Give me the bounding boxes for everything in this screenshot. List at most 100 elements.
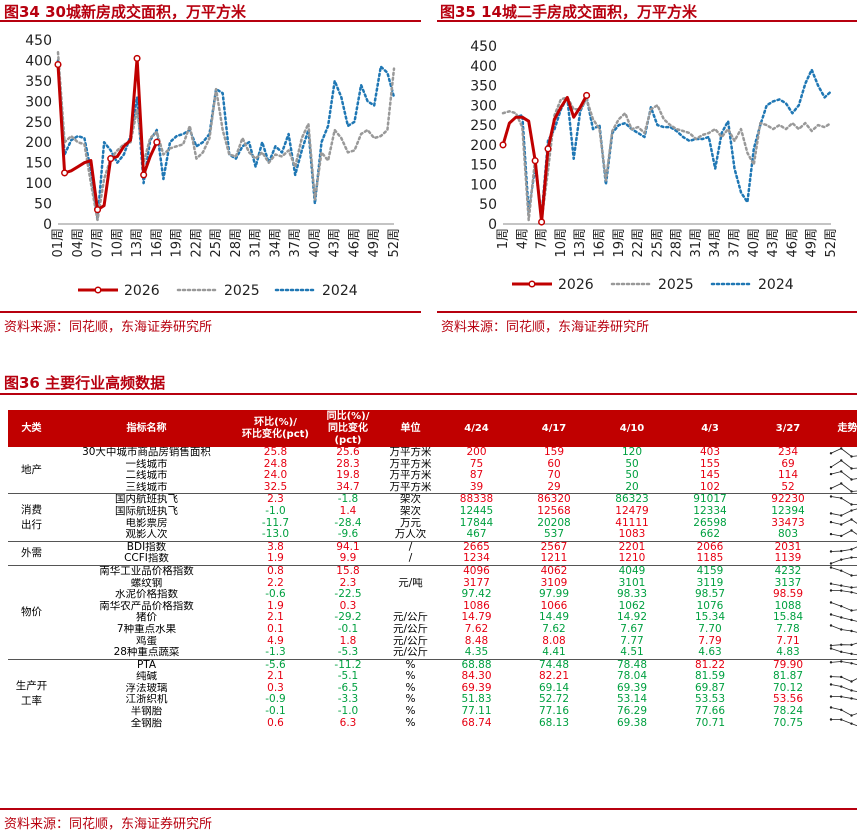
y-tick-label: 450 xyxy=(25,33,52,49)
x-tick-label: 52周 xyxy=(824,228,839,258)
category-cell: 外需 xyxy=(8,540,55,566)
week-value: 7.62 xyxy=(464,623,489,635)
week-value: 4062 xyxy=(515,564,593,578)
x-tick-label: 37周 xyxy=(728,228,743,258)
table-header-cell: 同比(%)/同比变化 (pct) xyxy=(313,410,383,447)
sparkline-point xyxy=(850,679,853,683)
week-value: 53.14 xyxy=(616,694,648,706)
week-value: 79.90 xyxy=(749,658,827,672)
mom-change: -1.0 xyxy=(265,505,286,517)
sparkline-path xyxy=(830,556,857,564)
series-line-2024 xyxy=(501,68,833,218)
week-value: 12394 xyxy=(771,505,805,517)
y-tick-label: 200 xyxy=(470,138,497,154)
table-row: CCFI指数 1.9 9.9 / 1234 1211 1210 1185 1139 xyxy=(8,553,857,565)
sparkline xyxy=(829,546,857,553)
yoy-change: -0.1 xyxy=(337,623,359,635)
x-tick-label: 01周 xyxy=(51,228,66,258)
yoy-change: -11.2 xyxy=(313,658,383,672)
trend-cell xyxy=(827,493,857,506)
week-value: 7.79 xyxy=(698,635,722,647)
indicator-name: 二线城市 xyxy=(125,470,168,482)
mom-change: 24.8 xyxy=(263,458,288,470)
mom-change: -13.0 xyxy=(261,529,290,541)
x-tick-label: 37周 xyxy=(288,228,303,258)
table-row: 国际航班执飞 -1.0 1.4 架次 12445 12568 12479 12334 12394 xyxy=(8,506,857,518)
legend-label-2026: 2026 xyxy=(124,283,160,299)
yoy-change: 94.1 xyxy=(313,540,383,554)
sparkline-point xyxy=(829,520,833,524)
week-value: 82.21 xyxy=(538,671,570,683)
fig35-title-rule xyxy=(437,20,857,22)
yoy-change: 15.8 xyxy=(313,564,383,578)
mom-change: 4.9 xyxy=(267,635,284,647)
yoy-change: 28.3 xyxy=(336,458,360,470)
week-value: 92230 xyxy=(749,493,827,506)
x-tick-label: 52周 xyxy=(387,228,402,258)
week-value: 51.83 xyxy=(461,694,492,706)
trend-cell xyxy=(827,636,857,648)
x-tick-label: 43周 xyxy=(766,228,781,258)
sparkline-path xyxy=(830,459,857,469)
week-value: 69.39 xyxy=(461,682,492,694)
x-tick-label: 10周 xyxy=(554,228,569,258)
week-value: 75 xyxy=(469,458,484,470)
sparkline-point xyxy=(829,533,833,536)
week-value: 2031 xyxy=(749,540,827,554)
unit-cell xyxy=(383,589,438,601)
sparkline xyxy=(829,624,857,633)
week-value: 52.72 xyxy=(538,694,570,706)
indicator-name: 电影票房 xyxy=(125,517,168,529)
sparkline-path xyxy=(830,684,857,693)
sparkline xyxy=(829,470,857,482)
week-value: 3137 xyxy=(774,577,802,589)
week-value: 537 xyxy=(543,529,565,541)
mom-change: -0.9 xyxy=(265,694,286,706)
mom-change: 32.5 xyxy=(263,481,288,493)
unit-cell: 架次 xyxy=(383,493,438,506)
x-tick-label: 46周 xyxy=(347,228,362,258)
sparkline-point xyxy=(850,455,853,458)
indicator-name: 水泥价格指数 xyxy=(115,589,178,601)
table-header-cell: 4/10 xyxy=(593,410,671,447)
mom-change: -5.6 xyxy=(238,658,313,672)
indicator-name: 国内航班执飞 xyxy=(55,493,238,506)
table-row: 地产 30大中城市商品房销售面积 25.8 25.6 万平方米 200 159 120 403 2… xyxy=(8,447,857,476)
sparkline-path xyxy=(830,483,857,492)
week-value: 4.35 xyxy=(464,647,489,659)
week-value: 7.71 xyxy=(776,635,800,647)
week-value: 200 xyxy=(466,447,487,458)
table-row: 28种重点蔬菜 -1.3 -5.3 元/公斤 4.35 4.41 4.51 4.63 4.83 xyxy=(8,647,857,659)
sparkline-point xyxy=(840,558,843,561)
week-value: 2066 xyxy=(671,540,749,554)
sparkline-point xyxy=(829,601,833,604)
table-row: 螺纹钢 2.2 2.3 元/吨 3177 3109 3101 3119 3137 xyxy=(8,578,857,590)
sparkline-point xyxy=(850,509,853,513)
yoy-change: -1.8 xyxy=(313,493,383,506)
fig34-source: 资料来源：同花顺，东海证券研究所 xyxy=(4,320,213,335)
indicator-name: CCFI指数 xyxy=(124,553,169,565)
trend-cell xyxy=(827,671,857,683)
sparkline-point xyxy=(850,689,853,692)
mom-change: -1.3 xyxy=(265,647,286,659)
indicator-name: 全钢胎 xyxy=(130,717,163,729)
x-tick-label: 34周 xyxy=(268,228,283,258)
y-tick-label: 150 xyxy=(25,156,52,172)
sparkline-point xyxy=(850,591,853,594)
unit-cell: 元/公斤 xyxy=(392,635,429,647)
x-tick-label: 04周 xyxy=(71,228,86,258)
unit-cell: % xyxy=(405,671,416,683)
series-line-2026 xyxy=(56,56,159,212)
sparkline-point xyxy=(840,685,843,688)
table-row: 三线城市 32.5 34.7 万平方米 39 29 20 102 52 xyxy=(8,482,857,494)
sparkline xyxy=(829,494,857,506)
legend-label-2025: 2025 xyxy=(658,277,694,293)
sparkline xyxy=(829,647,857,656)
table-row: 江浙织机 -0.9 -3.3% 51.83 52.72 53.14 53.53 53.56 xyxy=(8,694,857,706)
mom-change: 2.2 xyxy=(267,577,284,589)
sparkline-point xyxy=(850,490,853,493)
sparkline-point xyxy=(850,714,853,718)
trend-cell xyxy=(827,459,857,471)
yoy-change: -6.5 xyxy=(337,682,359,694)
week-value: 69.87 xyxy=(694,682,726,694)
